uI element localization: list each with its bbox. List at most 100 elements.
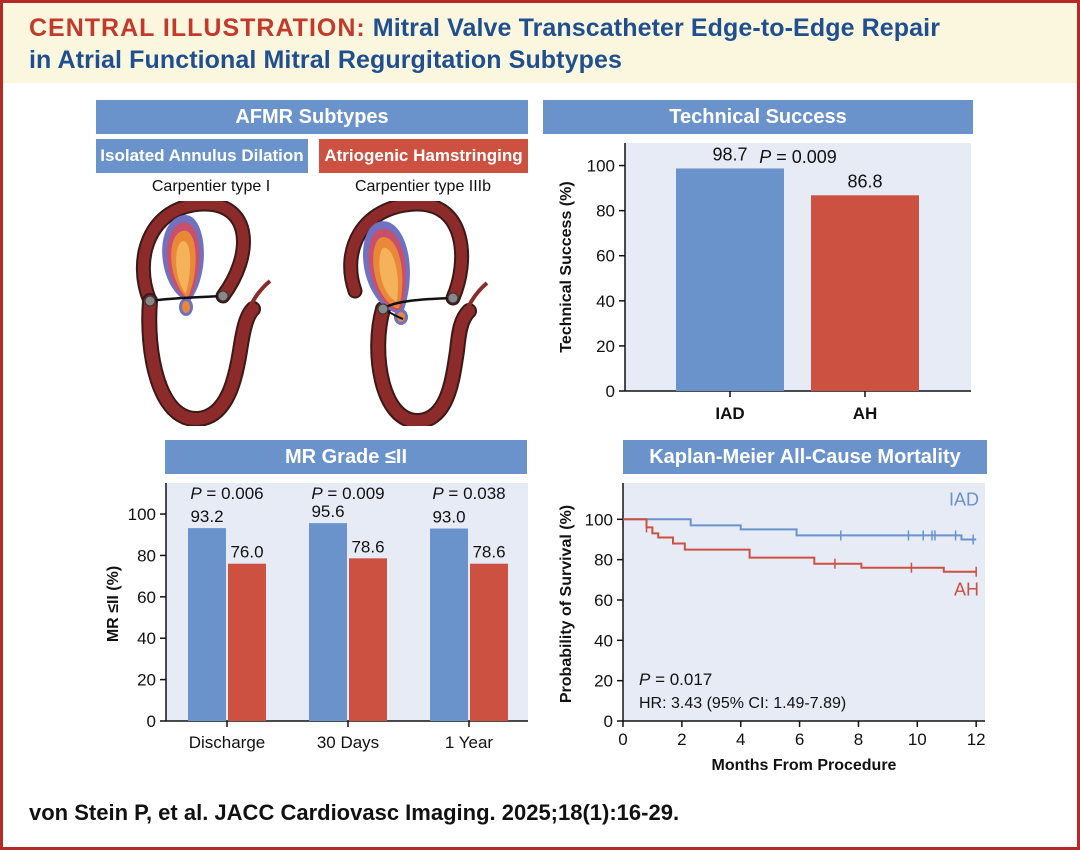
- ts-bar-ah: [811, 195, 919, 391]
- ts-y-axis-label: Technical Success (%): [558, 181, 575, 352]
- km-p-value: P = 0.017: [639, 670, 712, 689]
- mr-p-value: P = 0.038: [432, 484, 505, 503]
- km-header: Kaplan-Meier All-Cause Mortality: [623, 440, 987, 474]
- mr-p-value: P = 0.009: [311, 484, 384, 503]
- km-y-tick-label: 100: [585, 510, 613, 529]
- km-plot-area: [623, 483, 985, 721]
- title-line-1: CENTRAL ILLUSTRATION: Mitral Valve Trans…: [29, 14, 940, 43]
- ts-x-tick-label: IAD: [715, 404, 744, 423]
- km-p-number: = 0.017: [650, 670, 712, 689]
- mr-p-letter: P: [432, 484, 444, 503]
- mr-p-letter: P: [311, 484, 323, 503]
- mr-y-tick-label: 60: [137, 588, 156, 607]
- ts-axes: 0 20 40 60 80 100: [587, 143, 971, 401]
- ah-label: Atriogenic Hamstringing: [319, 139, 528, 173]
- iad-carpentier-type: Carpentier type I: [151, 178, 271, 195]
- mr-bar-value-label: 93.2: [190, 507, 223, 526]
- kaplan-meier-chart: 0 20 40 60 80 100 0 2 4 6 8 10 12 IAD AH Probability …: [558, 483, 986, 774]
- mr-bar-value-label: 78.6: [472, 543, 505, 562]
- mr-x-tick-label: 1 Year: [445, 733, 494, 752]
- ah-carpentier-type: Carpentier type IIIb: [354, 178, 492, 195]
- km-y-tick-label: 40: [594, 631, 613, 650]
- km-x-axis-label: Months From Procedure: [712, 757, 897, 774]
- heart-iad-jet: [162, 214, 204, 316]
- technical-success-chart: 0 20 40 60 80 100 98.7 IAD 86.8 AH Technical Suc…: [558, 143, 971, 423]
- heart-iad-valve: [144, 290, 229, 307]
- mr-bar-iad: [188, 528, 226, 721]
- ts-p-letter: P: [759, 147, 771, 167]
- km-legend-iad: IAD: [949, 489, 979, 509]
- km-y-tick-label: 20: [594, 672, 613, 691]
- km-legend-ah: AH: [954, 580, 979, 600]
- mr-y-tick-label: 0: [147, 712, 156, 731]
- mr-x-tick-label: 30 Days: [317, 733, 379, 752]
- iad-label: Isolated Annulus Dilation: [96, 139, 308, 173]
- ts-y-tick-label: 100: [587, 157, 615, 176]
- mr-y-tick-label: 100: [128, 505, 156, 524]
- mr-y-tick-label: 20: [137, 671, 156, 690]
- afmr-subtypes-header: AFMR Subtypes: [96, 100, 528, 134]
- heart-iad-illustration: [135, 201, 272, 426]
- ts-x-tick-label: AH: [853, 404, 878, 423]
- km-curve-ah: [623, 518, 977, 573]
- mr-p-value: P = 0.006: [190, 484, 263, 503]
- km-x-tick-label: 0: [618, 730, 627, 749]
- ts-y-tick-label: 40: [596, 292, 615, 311]
- mr-bar-ah: [470, 563, 508, 721]
- km-axes: 0 20 40 60 80 100 0 2 4 6 8 10 12: [585, 483, 986, 749]
- ts-y-tick-label: 0: [606, 382, 615, 401]
- km-y-tick-label: 0: [604, 712, 613, 731]
- mr-y-axis-label: MR ≤II (%): [105, 566, 122, 642]
- heart-ah-illustration: [343, 201, 489, 426]
- mr-y-tick-label: 80: [137, 546, 156, 565]
- heart-ah-wall: [343, 201, 489, 426]
- mr-x-tick-label: Discharge: [189, 733, 266, 752]
- heart-iad-wall: [135, 201, 272, 426]
- km-x-tick-label: 2: [677, 730, 686, 749]
- km-y-tick-label: 80: [594, 551, 613, 570]
- ts-bar-value-label: 98.7: [712, 144, 747, 164]
- ts-p-value: P = 0.009: [759, 147, 837, 167]
- km-curves: IAD AH: [623, 489, 979, 600]
- mr-bar-value-label: 76.0: [230, 543, 263, 562]
- mr-y-tick-label: 40: [137, 629, 156, 648]
- mr-p-number: = 0.038: [444, 484, 506, 503]
- title-prefix: CENTRAL ILLUSTRATION:: [29, 14, 366, 42]
- ts-y-tick-label: 60: [596, 247, 615, 266]
- title-bar: CENTRAL ILLUSTRATION: Mitral Valve Trans…: [3, 3, 1077, 83]
- mr-p-number: = 0.006: [202, 484, 264, 503]
- mr-bar-value-label: 78.6: [351, 537, 384, 556]
- ts-y-tick-label: 80: [596, 202, 615, 221]
- ts-bar-iad: [676, 168, 784, 391]
- km-hazard-ratio: HR: 3.43 (95% CI: 1.49-7.89): [639, 695, 846, 712]
- km-y-axis-label: Probability of Survival (%): [558, 505, 575, 703]
- km-x-tick-label: 6: [795, 730, 804, 749]
- km-x-tick-label: 12: [967, 730, 986, 749]
- mr-bar-ah: [228, 563, 266, 721]
- mr-bar-iad: [309, 523, 347, 721]
- technical-success-header: Technical Success: [543, 100, 973, 134]
- km-x-tick-label: 8: [854, 730, 863, 749]
- km-x-tick-label: 4: [736, 730, 745, 749]
- km-p-letter: P: [639, 670, 651, 689]
- heart-ah-jet: [362, 221, 410, 325]
- citation: von Stein P, et al. JACC Cardiovasc Imag…: [29, 800, 680, 825]
- mr-bar-value-label: 93.0: [432, 508, 465, 527]
- km-y-tick-label: 60: [594, 591, 613, 610]
- ts-bars: 98.7 IAD 86.8 AH: [676, 144, 919, 423]
- heart-ah-valve: [377, 292, 459, 320]
- mr-p-number: = 0.009: [323, 484, 385, 503]
- mr-grade-header: MR Grade ≤II: [165, 440, 527, 474]
- mr-bars: 93.2 76.0 P = 0.006 Discharge 95.6 78.6 P = 0.…: [188, 484, 508, 752]
- title-text-1: Mitral Valve Transcatheter Edge-to-Edge …: [372, 14, 941, 42]
- mr-p-letter: P: [190, 484, 202, 503]
- mr-bar-iad: [430, 528, 468, 721]
- ts-bar-value-label: 86.8: [847, 171, 882, 191]
- mr-bar-value-label: 95.6: [311, 502, 344, 521]
- title-line-2: in Atrial Functional Mitral Regurgitatio…: [29, 46, 622, 74]
- km-x-tick-label: 10: [908, 730, 927, 749]
- km-curve-iad: [623, 518, 977, 541]
- ts-p-number: = 0.009: [771, 147, 837, 167]
